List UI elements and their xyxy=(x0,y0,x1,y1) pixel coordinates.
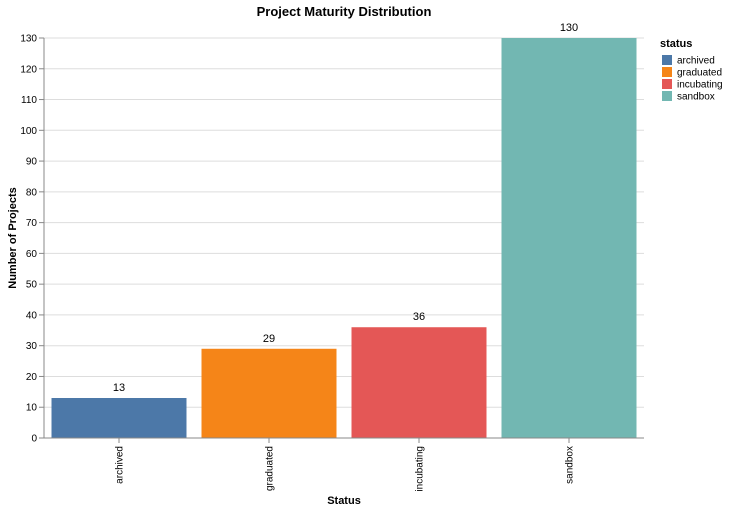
y-tick-label: 60 xyxy=(26,249,38,260)
y-tick-label: 110 xyxy=(21,95,37,106)
y-tick-label: 70 xyxy=(26,218,38,229)
bar-incubating xyxy=(351,327,487,438)
data-label-archived: 13 xyxy=(113,382,125,394)
chart-title: Project Maturity Distribution xyxy=(257,4,432,19)
legend-label-graduated: graduated xyxy=(677,68,722,79)
legend-title: status xyxy=(660,38,692,50)
x-tick-label-sandbox: sandbox xyxy=(565,446,576,484)
y-tick-label: 10 xyxy=(26,403,38,414)
legend-swatch-incubating xyxy=(662,79,672,89)
bar-sandbox xyxy=(501,38,637,438)
y-tick-label: 20 xyxy=(26,372,38,383)
legend-label-sandbox: sandbox xyxy=(677,92,715,103)
bars xyxy=(51,38,637,438)
y-tick-label: 50 xyxy=(26,280,38,291)
y-axis-ticks: 0 10 20 30 40 50 60 70 80 90 100 110 120 130 xyxy=(20,34,44,445)
data-labels: 13 29 36 130 xyxy=(113,22,578,394)
x-tick-label-incubating: incubating xyxy=(415,446,426,492)
x-axis-ticks: archived graduated incubating sandbox xyxy=(115,438,576,492)
x-tick-label-graduated: graduated xyxy=(265,446,276,491)
legend-swatch-graduated xyxy=(662,67,672,77)
legend: status archivedgraduatedincubatingsandbo… xyxy=(660,38,723,103)
legend-label-incubating: incubating xyxy=(677,80,723,91)
data-label-graduated: 29 xyxy=(263,333,275,345)
y-tick-label: 80 xyxy=(26,187,38,198)
x-axis-title: Status xyxy=(327,495,361,507)
y-tick-label: 130 xyxy=(20,34,37,45)
y-tick-label: 30 xyxy=(26,341,38,352)
x-tick-label-archived: archived xyxy=(115,446,126,484)
y-tick-label: 40 xyxy=(26,310,38,321)
y-tick-label: 90 xyxy=(26,157,38,168)
y-tick-label: 120 xyxy=(20,64,37,75)
legend-label-archived: archived xyxy=(677,56,715,67)
legend-swatch-archived xyxy=(662,55,672,65)
y-axis-title: Number of Projects xyxy=(7,187,19,288)
data-label-incubating: 36 xyxy=(413,311,425,323)
bar-archived xyxy=(51,398,187,438)
legend-swatch-sandbox xyxy=(662,91,672,101)
y-tick-label: 0 xyxy=(31,434,37,445)
bar-graduated xyxy=(201,348,337,438)
y-tick-label: 100 xyxy=(20,126,37,137)
data-label-sandbox: 130 xyxy=(560,22,578,34)
